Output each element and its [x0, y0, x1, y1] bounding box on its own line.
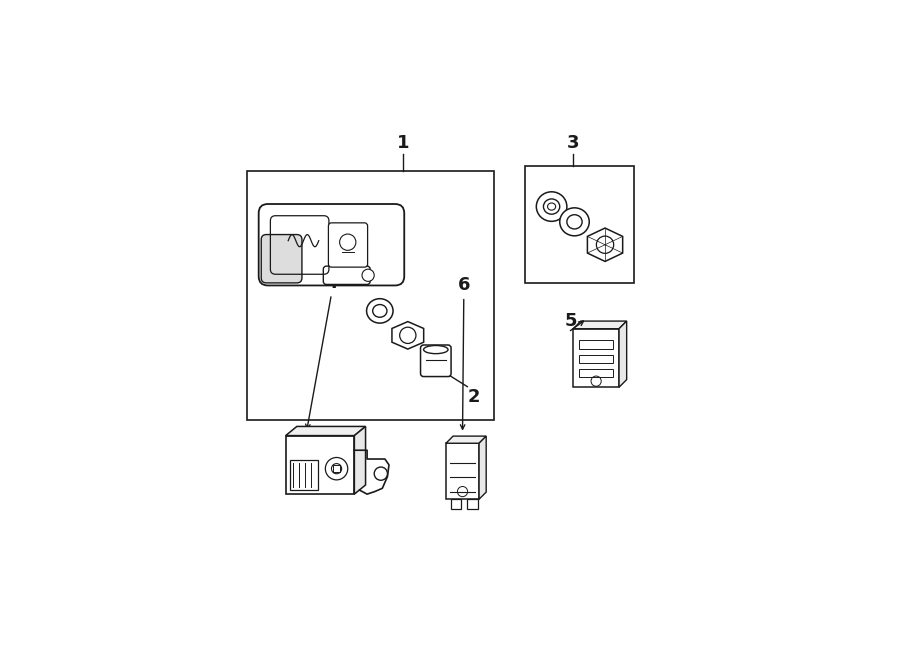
Circle shape [597, 236, 614, 253]
Text: 3: 3 [567, 134, 580, 152]
Bar [290, 459, 318, 490]
Bar [580, 369, 613, 377]
Polygon shape [355, 426, 365, 494]
Polygon shape [479, 436, 486, 499]
Bar [580, 340, 613, 348]
Polygon shape [573, 321, 626, 329]
Bar [467, 499, 478, 510]
Polygon shape [446, 436, 486, 444]
Ellipse shape [424, 346, 448, 354]
Polygon shape [588, 228, 623, 262]
Ellipse shape [544, 199, 560, 214]
Circle shape [326, 457, 347, 480]
Text: 4: 4 [325, 274, 338, 292]
Bar [573, 329, 619, 387]
Ellipse shape [373, 305, 387, 317]
Polygon shape [285, 426, 365, 436]
Polygon shape [392, 322, 424, 349]
Polygon shape [619, 321, 626, 387]
FancyBboxPatch shape [261, 235, 302, 283]
FancyBboxPatch shape [420, 345, 451, 377]
FancyBboxPatch shape [323, 266, 370, 284]
Bar [446, 444, 479, 499]
Bar [525, 166, 634, 283]
Circle shape [374, 467, 387, 481]
Ellipse shape [567, 215, 582, 229]
Bar [248, 171, 494, 420]
Bar [451, 499, 461, 510]
Text: 1: 1 [397, 134, 409, 152]
Text: 5: 5 [564, 312, 577, 330]
Circle shape [400, 327, 416, 344]
Bar [580, 355, 613, 363]
Text: 2: 2 [468, 389, 481, 407]
Bar [285, 436, 355, 494]
FancyBboxPatch shape [328, 223, 367, 267]
Ellipse shape [547, 203, 555, 210]
Ellipse shape [536, 192, 567, 221]
Ellipse shape [366, 299, 393, 323]
Bar [333, 465, 340, 472]
Ellipse shape [560, 208, 590, 236]
Text: 6: 6 [457, 276, 470, 294]
Circle shape [362, 269, 374, 282]
